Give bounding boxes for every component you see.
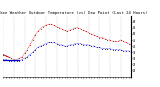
Title: Milwaukee Weather Outdoor Temperature (vs) Dew Point (Last 24 Hours): Milwaukee Weather Outdoor Temperature (v… [0,11,148,15]
